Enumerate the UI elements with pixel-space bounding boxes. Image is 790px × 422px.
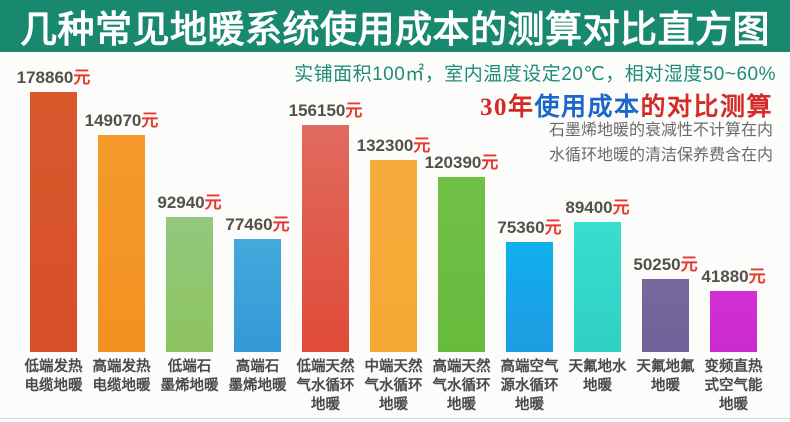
value-number: 149070 xyxy=(84,111,142,130)
value-unit: 元 xyxy=(481,153,499,172)
bar-10: 50250元 xyxy=(633,255,698,352)
category-label-4: 高端石 墨烯地暖 xyxy=(216,358,300,396)
category-label-line: 变频直热 xyxy=(704,359,763,375)
category-label-line: 墨烯地暖 xyxy=(228,377,287,394)
category-label-line: 气水循环 xyxy=(432,377,491,394)
category-label-5: 低端天然气水循环地暖 xyxy=(284,358,368,415)
page-title: 几种常见地暖系统使用成本的测算对比直方图 xyxy=(20,9,770,50)
category-label-line: 式空气能 xyxy=(704,377,763,394)
value-unit: 元 xyxy=(345,101,363,120)
value-label-1: 178860元 xyxy=(17,63,91,88)
category-label-line: 地暖 xyxy=(515,396,544,413)
conditions-text: 实铺面积100㎡，室内温度设定20℃，相对湿度50~60% xyxy=(294,64,776,85)
category-label-line: 地暖 xyxy=(583,377,612,394)
category-label-1: 低端发热 电缆地暖 xyxy=(12,358,96,396)
category-label-10: 天氟地氟 地暖 xyxy=(624,358,708,396)
note-line-1: 石墨烯地暖的衰减性不计算在内 xyxy=(548,122,773,139)
value-number: 89400 xyxy=(565,198,613,217)
category-label-line: 地暖 xyxy=(447,396,476,413)
category-label-line: 电缆地暖 xyxy=(92,377,151,394)
value-unit: 元 xyxy=(680,255,698,274)
value-number: 50250 xyxy=(633,255,681,274)
category-label-line: 天氟地氟 xyxy=(636,359,695,375)
value-unit: 元 xyxy=(73,68,91,87)
value-unit: 元 xyxy=(141,111,159,130)
bar-5: 156150元 xyxy=(289,101,362,352)
note-line-2: 水循环地暖的清洁保养费含在内 xyxy=(548,146,773,164)
value-number: 75360 xyxy=(497,218,545,237)
category-label-9: 天氟地水 地暖 xyxy=(556,358,640,396)
bar-2: 149070元 xyxy=(85,111,158,352)
category-label-line: 高端石 xyxy=(235,359,280,375)
category-label-7: 高端天然气水循环地暖 xyxy=(420,358,504,415)
bar-8: 75360元 xyxy=(497,218,562,352)
category-label-line: 电缆地暖 xyxy=(24,377,83,394)
title-banner: 几种常见地暖系统使用成本的测算对比直方图 xyxy=(0,0,790,52)
category-label-6: 中端天然气水循环地暖 xyxy=(352,358,436,415)
bar-4: 77460元 xyxy=(225,215,290,352)
category-label-8: 高端空气源水循环地暖 xyxy=(488,358,572,415)
bar-9: 89400元 xyxy=(565,198,630,352)
value-number: 41880 xyxy=(701,267,749,286)
value-label-7: 120390元 xyxy=(425,148,499,173)
value-label-5: 156150元 xyxy=(289,96,363,121)
bottom-divider xyxy=(0,418,790,419)
category-label-line: 地暖 xyxy=(719,396,748,413)
value-label-10: 50250元 xyxy=(633,250,697,275)
value-label-8: 75360元 xyxy=(497,213,561,238)
category-label-line: 低端发热 xyxy=(24,359,83,375)
category-label-line: 低端石 xyxy=(167,359,212,375)
category-label-2: 高端发热 电缆地暖 xyxy=(80,358,164,396)
headline-segment-2: 的对比测算 xyxy=(640,94,773,121)
value-unit: 元 xyxy=(544,218,562,237)
value-label-2: 149070元 xyxy=(85,106,159,131)
category-label-line: 墨烯地暖 xyxy=(160,377,219,394)
value-unit: 元 xyxy=(413,136,431,155)
category-label-line: 气水循环 xyxy=(296,377,355,394)
bar-1: 178860元 xyxy=(17,68,90,352)
category-label-line: 天氟地水 xyxy=(568,359,627,375)
category-label-line: 高端天然 xyxy=(432,359,491,375)
value-unit: 元 xyxy=(272,215,290,234)
bar-6: 132300元 xyxy=(357,136,430,352)
category-label-11: 变频直热式空气能地暖 xyxy=(692,358,776,415)
category-label-line: 高端空气 xyxy=(500,359,559,375)
value-label-4: 77460元 xyxy=(225,210,289,235)
category-label-line: 低端天然 xyxy=(296,359,355,375)
value-number: 120390 xyxy=(424,153,482,172)
category-label-line: 地暖 xyxy=(311,396,340,413)
category-label-line: 中端天然 xyxy=(364,359,423,375)
value-label-6: 132300元 xyxy=(357,131,431,156)
headline-segment-0: 30年 xyxy=(479,94,535,121)
bar-7: 120390元 xyxy=(425,153,498,352)
value-label-3: 92940元 xyxy=(157,188,221,213)
value-label-9: 89400元 xyxy=(565,193,629,218)
headline-segment-1: 使用成本 xyxy=(534,94,641,121)
category-label-line: 气水循环 xyxy=(364,377,423,394)
headline-30yr: 30年使用成本的对比测算 xyxy=(480,87,773,123)
category-label-line: 源水循环 xyxy=(500,377,559,394)
value-number: 92940 xyxy=(157,193,205,212)
value-number: 178860 xyxy=(16,68,74,87)
value-number: 156150 xyxy=(288,101,346,120)
value-unit: 元 xyxy=(204,193,222,212)
bar-11: 41880元 xyxy=(701,267,766,352)
value-unit: 元 xyxy=(612,198,630,217)
value-unit: 元 xyxy=(748,267,766,286)
value-number: 132300 xyxy=(356,136,414,155)
category-label-line: 高端发热 xyxy=(92,359,151,375)
category-label-line: 地暖 xyxy=(651,377,680,394)
category-label-line: 地暖 xyxy=(379,396,408,413)
bar-3: 92940元 xyxy=(157,193,222,352)
category-label-3: 低端石 墨烯地暖 xyxy=(148,358,232,396)
value-label-11: 41880元 xyxy=(701,262,765,287)
value-number: 77460 xyxy=(225,215,273,234)
notes: 石墨烯地暖的衰减性不计算在内 水循环地暖的清洁保养费含在内 xyxy=(549,119,773,169)
